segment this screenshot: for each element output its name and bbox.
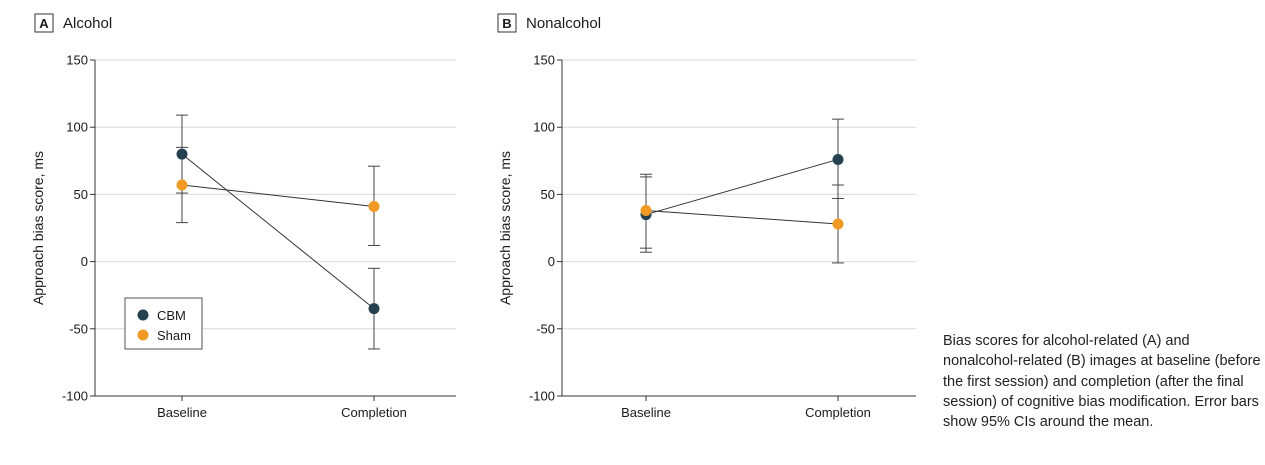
legend-label: CBM (157, 308, 186, 323)
data-point (368, 303, 380, 315)
y-tick-label: -100 (529, 389, 555, 404)
series-line (645, 158, 839, 216)
series-line (181, 153, 375, 310)
data-point (640, 205, 652, 217)
data-point (176, 179, 188, 191)
y-axis-label: Approach bias score, ms (30, 151, 46, 305)
legend-label: Sham (157, 328, 191, 343)
panel-title: Alcohol (63, 15, 112, 32)
panel-letter-box (497, 13, 517, 33)
x-tick-label: Baseline (157, 405, 207, 420)
data-point (176, 148, 188, 160)
x-tick-label: Completion (805, 405, 871, 420)
legend-box (124, 297, 203, 350)
panel-letter: A (39, 16, 49, 31)
series-line (181, 184, 375, 207)
data-point (368, 200, 380, 212)
legend-marker (137, 309, 149, 321)
figure-caption: Bias scores for alcohol-related (A) and … (943, 333, 1261, 431)
y-tick-label: 50 (541, 187, 555, 202)
y-tick-label: 100 (66, 120, 88, 135)
series-line (645, 210, 839, 225)
data-point (832, 153, 844, 165)
y-tick-label: -50 (69, 321, 88, 336)
y-axis-label: Approach bias score, ms (497, 151, 513, 305)
y-tick-label: -50 (536, 321, 555, 336)
y-tick-label: 50 (74, 187, 88, 202)
legend-marker (137, 329, 149, 341)
y-tick-label: 0 (81, 254, 88, 269)
y-tick-label: 150 (66, 53, 88, 68)
y-tick-label: 100 (533, 120, 555, 135)
x-tick-label: Completion (341, 405, 407, 420)
x-tick-label: Baseline (621, 405, 671, 420)
panel-letter: B (502, 16, 511, 31)
y-tick-label: -100 (62, 389, 88, 404)
panel-title: Nonalcohol (526, 15, 601, 32)
panel-letter-box (34, 13, 54, 33)
y-tick-label: 0 (548, 254, 555, 269)
y-tick-label: 150 (533, 53, 555, 68)
data-point (832, 218, 844, 230)
